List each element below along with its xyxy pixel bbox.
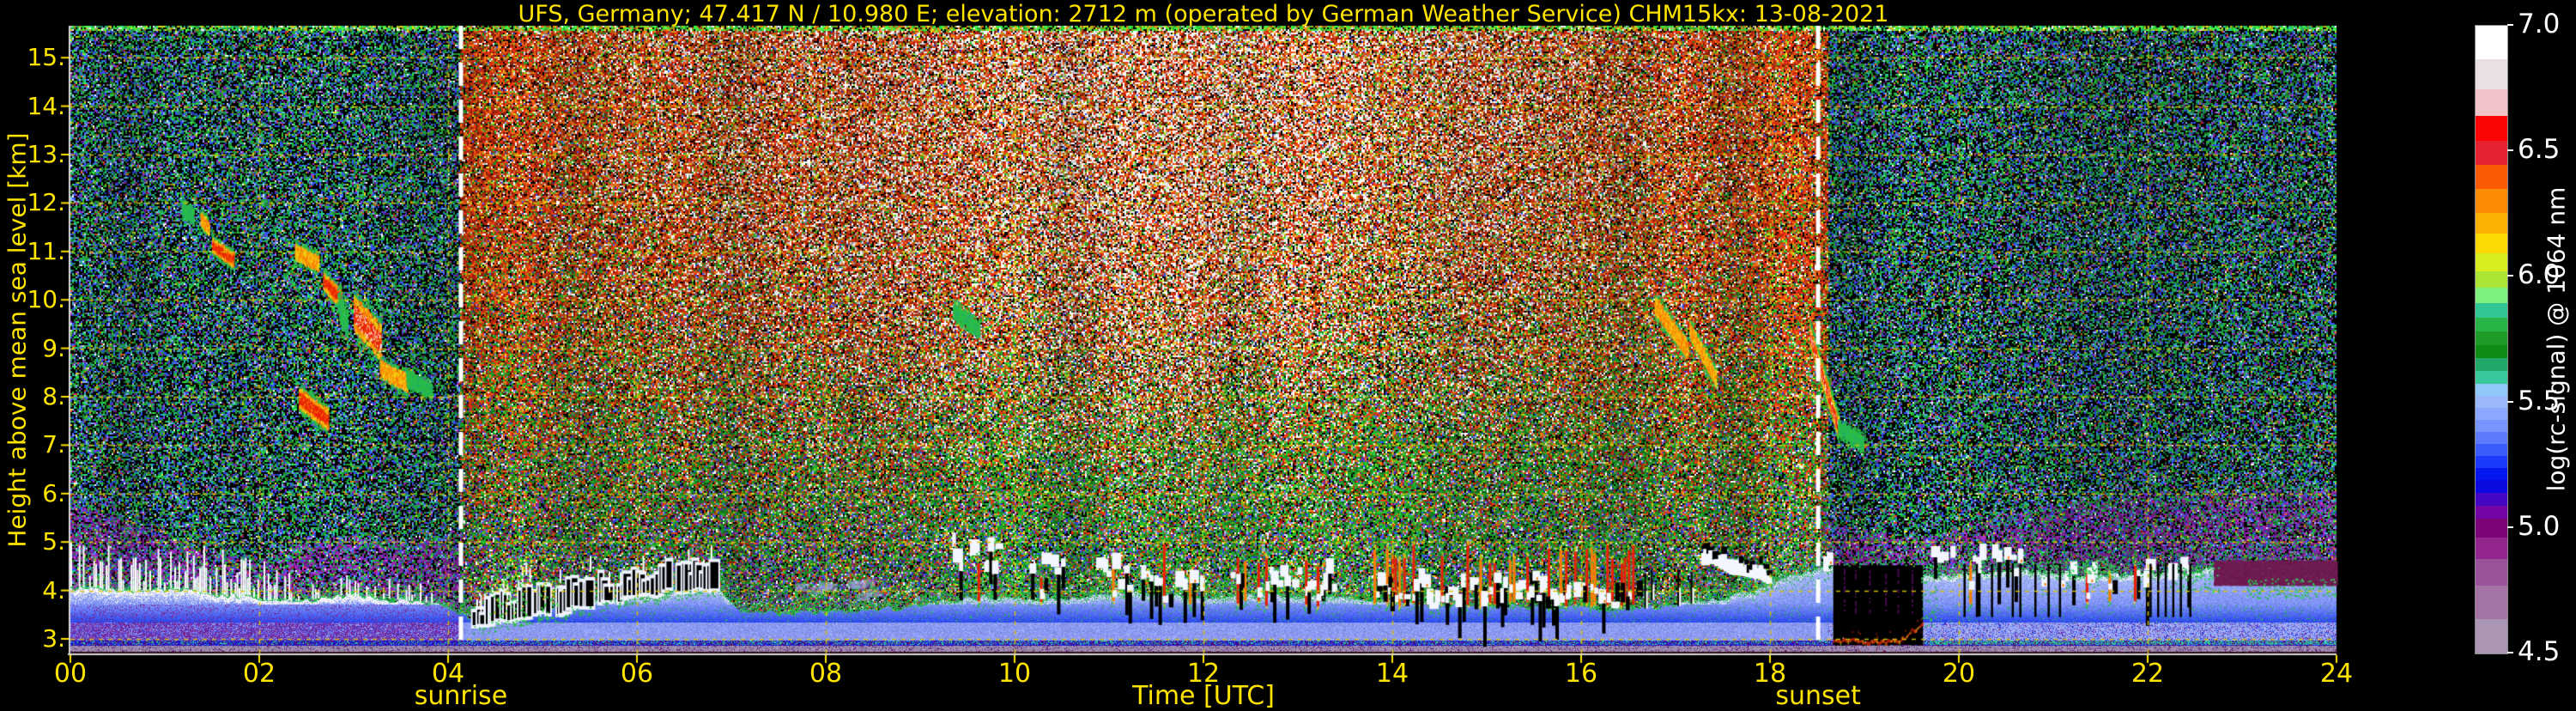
y-tick-14: 14. [27, 91, 65, 120]
x-tick-12: 12 [1186, 659, 1221, 689]
colorbar-tick-6.0: 6.0 [2518, 259, 2561, 291]
y-tick-3: 3. [42, 624, 65, 653]
y-tick-15: 15. [27, 43, 65, 72]
x-tick-18: 18 [1753, 659, 1787, 689]
x-tick-10: 10 [997, 659, 1032, 689]
colorbar-tick-mark-4.5 [2507, 652, 2513, 653]
colorbar-tick-6.5: 6.5 [2518, 134, 2561, 166]
colorbar-tick-5.0: 5.0 [2518, 510, 2561, 542]
colorbar-tick-4.5: 4.5 [2518, 636, 2561, 667]
y-tick-5: 5. [42, 527, 65, 556]
x-tick-00: 00 [53, 659, 88, 689]
colorbar-tick-mark-6.5 [2507, 149, 2513, 152]
x-tick-20: 20 [1942, 659, 1976, 689]
page-title: UFS, Germany; 47.417 N / 10.980 E; eleva… [518, 1, 1889, 27]
y-tick-4: 4. [42, 575, 65, 605]
x-tick-16: 16 [1564, 659, 1598, 689]
colorbar-tick-mark-6.0 [2507, 275, 2513, 277]
x-tick-04: 04 [431, 659, 465, 689]
colorbar [2475, 25, 2508, 654]
x-tick-14: 14 [1375, 659, 1409, 689]
x-tick-06: 06 [620, 659, 654, 689]
x-tick-22: 22 [2131, 659, 2165, 689]
colorbar-tick-5.5: 5.5 [2518, 385, 2561, 416]
colorbar-tick-mark-5.5 [2507, 400, 2513, 403]
sunrise-annotation: sunrise [414, 681, 508, 711]
colorbar-tick-mark-5.0 [2507, 526, 2513, 528]
x-tick-08: 08 [809, 659, 843, 689]
x-tick-02: 02 [242, 659, 276, 689]
y-tick-9: 9. [42, 333, 65, 362]
colorbar-label: log(rc-signal) @ 1064 nm [2542, 186, 2571, 492]
y-tick-8: 8. [42, 382, 65, 410]
x-tick-24: 24 [2319, 659, 2354, 689]
y-tick-13: 13. [27, 140, 65, 168]
x-axis-label: Time [UTC] [1132, 681, 1275, 711]
colorbar-tick-mark-7.0 [2507, 24, 2513, 26]
y-tick-12: 12. [27, 188, 65, 217]
y-tick-7: 7. [42, 430, 65, 459]
y-tick-10: 10. [27, 285, 65, 314]
sunset-annotation: sunset [1775, 681, 1861, 711]
y-tick-11: 11. [27, 236, 65, 265]
y-tick-6: 6. [42, 478, 65, 507]
colorbar-tick-7.0: 7.0 [2518, 9, 2561, 40]
